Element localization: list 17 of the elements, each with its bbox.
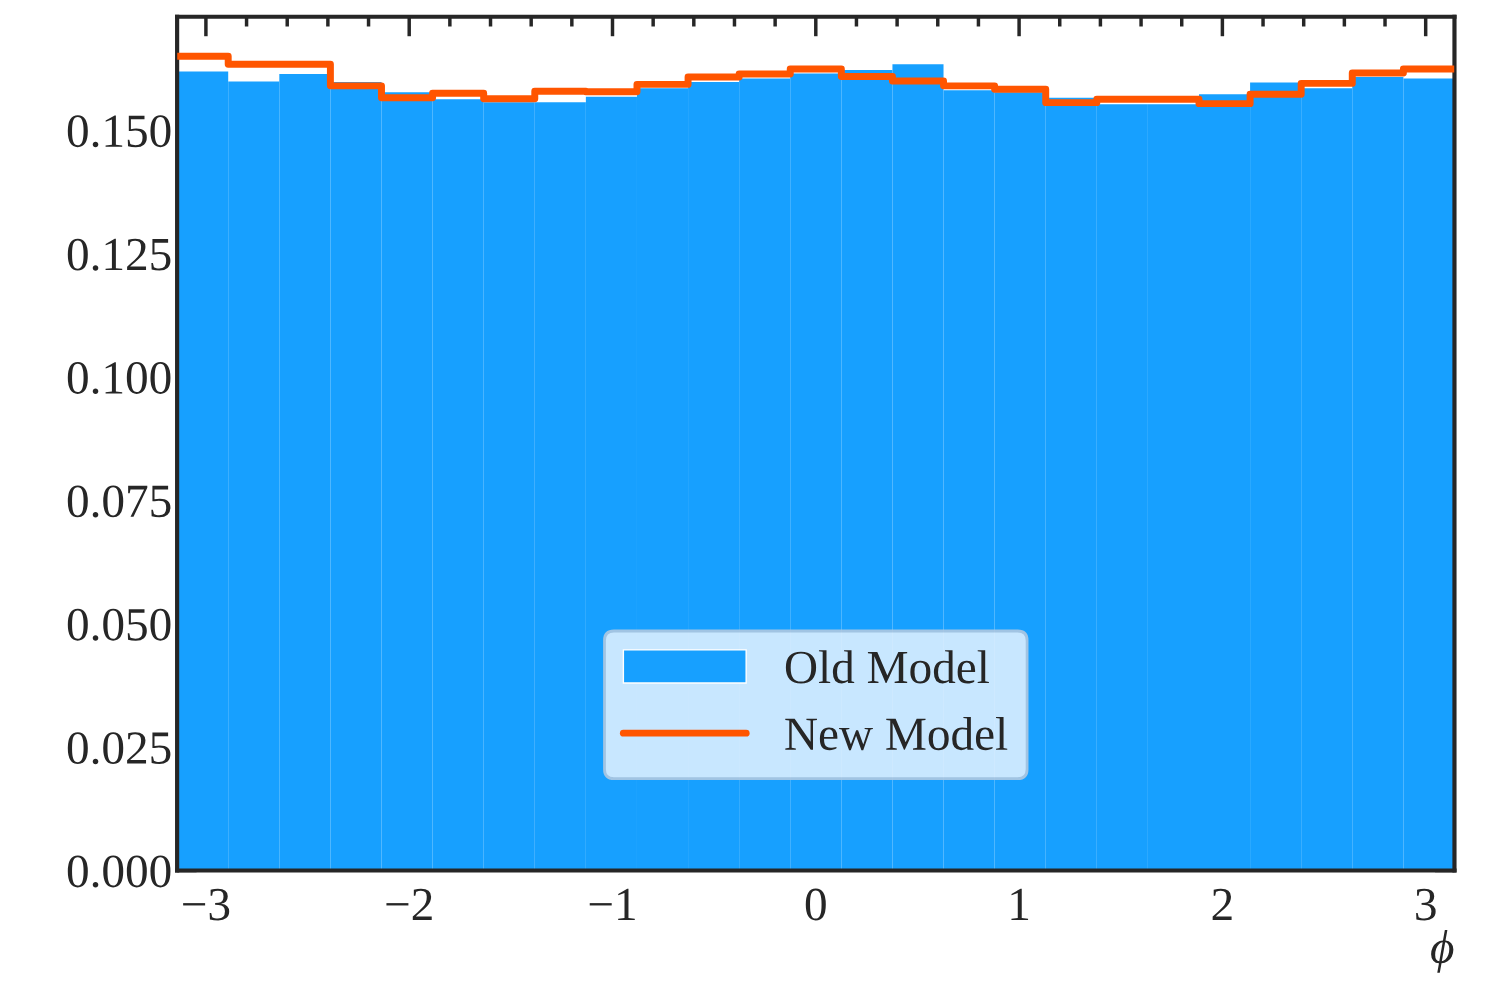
x-tick-label: 1 [1011, 888, 1029, 920]
y-tick-label: 0.150 [67, 115, 171, 148]
x-tick-label: −3 [183, 888, 230, 921]
x-tick-label: 2 [1212, 888, 1232, 920]
x-axis-title: ϕ [1431, 930, 1454, 973]
y-tick-label: 0.100 [67, 362, 171, 395]
y-tick-label: 0.025 [67, 732, 171, 765]
y-tick-label: 0.000 [67, 855, 171, 888]
x-tick-label: 3 [1416, 888, 1436, 921]
x-tick-label: −2 [386, 888, 432, 920]
series-label: Old Model [785, 650, 989, 684]
x-tick-label: −1 [589, 888, 635, 920]
y-tick-label: 0.125 [67, 238, 171, 271]
y-tick-label: 0.075 [67, 485, 171, 518]
legend-label: New Model [785, 716, 1008, 751]
y-tick-label: 0.050 [67, 608, 171, 641]
x-tick-label: 0 [805, 888, 826, 921]
